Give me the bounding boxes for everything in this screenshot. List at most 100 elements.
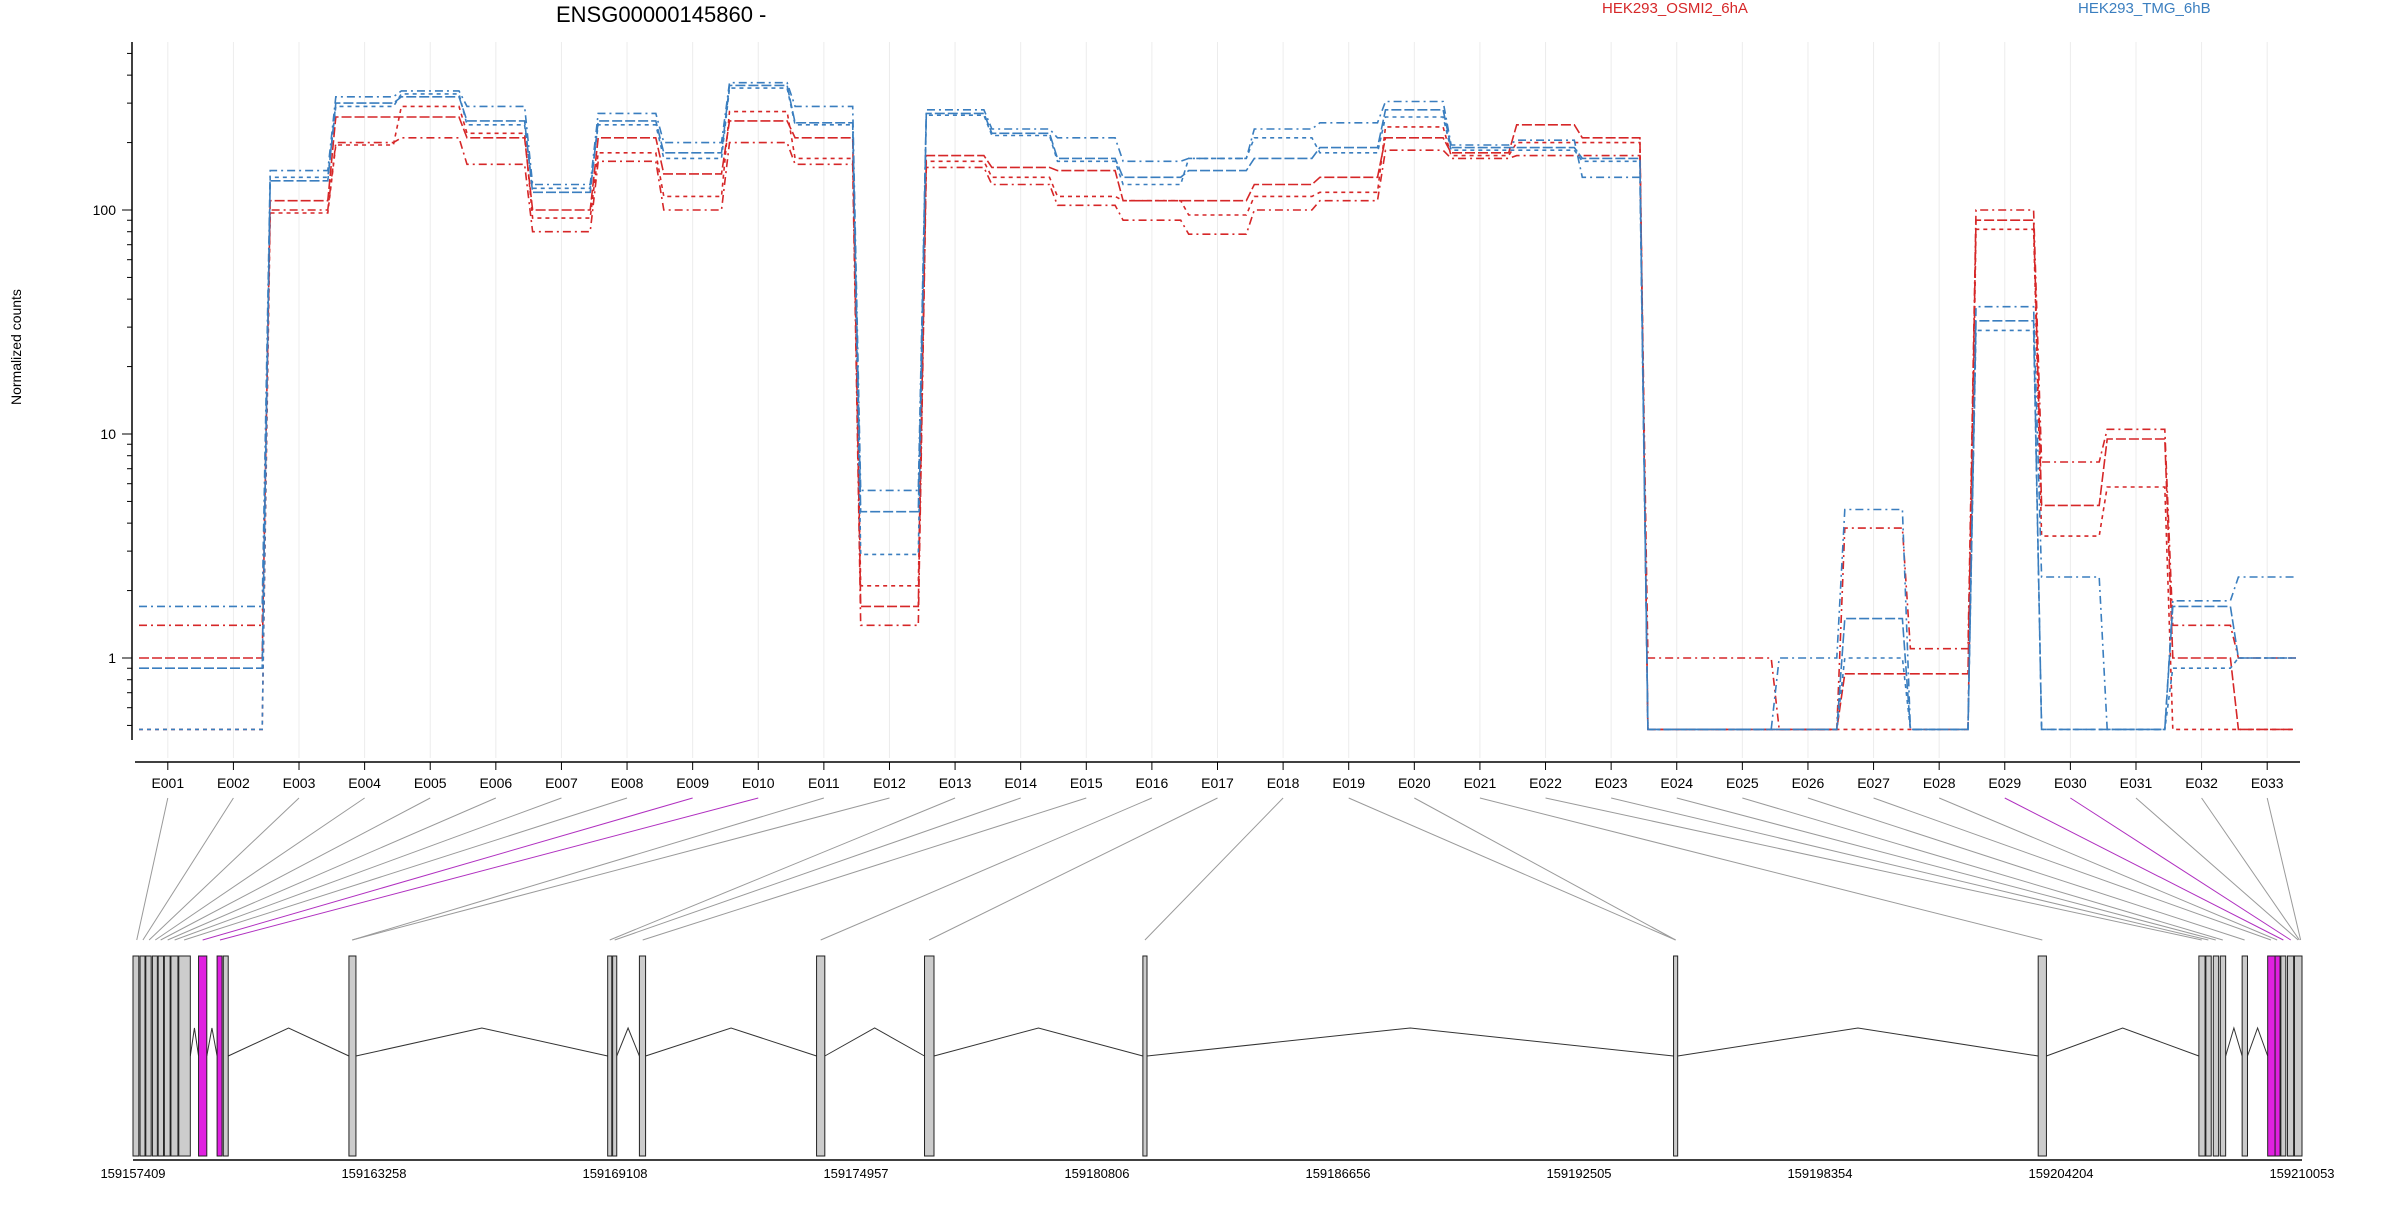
intron-E012 xyxy=(355,1027,608,1057)
exon-E028 xyxy=(2280,955,2287,1157)
connector-E008 xyxy=(183,797,628,941)
exon-E030 xyxy=(2293,955,2303,1157)
x-tick-label-E012: E012 xyxy=(873,775,906,791)
exon-E012 xyxy=(348,955,357,1157)
exon-E016 xyxy=(816,955,826,1157)
genomic-tick-label: 159210053 xyxy=(2269,1166,2334,1181)
exon-E004 xyxy=(151,955,158,1157)
exon-E029 xyxy=(2286,955,2295,1157)
x-tick-label-E017: E017 xyxy=(1201,775,1234,791)
x-tick-label-E027: E027 xyxy=(1857,775,1890,791)
x-tick-label-E001: E001 xyxy=(151,775,184,791)
exon-E019 xyxy=(1673,955,1679,1157)
x-tick-label-E010: E010 xyxy=(742,775,775,791)
exon-E027 xyxy=(2274,955,2281,1157)
exon-E024 xyxy=(2219,955,2227,1157)
intron-E025 xyxy=(2247,1026,2269,1057)
connector-E004 xyxy=(155,797,365,941)
x-tick-label-E024: E024 xyxy=(1660,775,1693,791)
genomic-tick-label: 159157409 xyxy=(100,1166,165,1181)
connector-E021 xyxy=(1479,797,2043,941)
intron-E014 xyxy=(616,1026,640,1057)
connector-E006 xyxy=(167,797,497,941)
connector-E026 xyxy=(1807,797,2245,941)
x-tick-label-E013: E013 xyxy=(939,775,972,791)
connector-E007 xyxy=(174,797,562,941)
x-tick-label-E025: E025 xyxy=(1726,775,1759,791)
x-tick-label-E033: E033 xyxy=(2251,775,2284,791)
x-tick-label-E005: E005 xyxy=(414,775,447,791)
series-line-HEK293_OSMI2_6hA-0 xyxy=(139,137,2296,731)
genomic-tick-label: 159186656 xyxy=(1305,1166,1370,1181)
x-tick-label-E016: E016 xyxy=(1136,775,1169,791)
connector-E031 xyxy=(2135,797,2299,941)
intron-E015 xyxy=(645,1027,817,1057)
x-tick-label-E026: E026 xyxy=(1792,775,1825,791)
exon-E013 xyxy=(607,955,613,1157)
chart-title: ENSG00000145860 - xyxy=(556,2,767,27)
x-tick-label-E004: E004 xyxy=(348,775,381,791)
connector-E010 xyxy=(219,797,759,941)
connector-E023 xyxy=(1611,797,2209,941)
intron-E008 xyxy=(189,1027,200,1057)
x-tick-label-E003: E003 xyxy=(283,775,316,791)
connector-E009 xyxy=(202,797,693,941)
connector-E012 xyxy=(352,797,890,941)
connector-E022 xyxy=(1545,797,2202,941)
x-tick-label-E019: E019 xyxy=(1332,775,1365,791)
exon-E018 xyxy=(1142,955,1148,1157)
genomic-tick-label: 159174957 xyxy=(823,1166,888,1181)
exon-E008 xyxy=(178,955,191,1157)
x-tick-label-E015: E015 xyxy=(1070,775,1103,791)
connector-E024 xyxy=(1676,797,2216,941)
genomic-tick-label: 159204204 xyxy=(2028,1166,2093,1181)
connector-E019 xyxy=(1348,797,1676,941)
connector-E005 xyxy=(160,797,431,941)
legend-tmg: HEK293_TMG_6hB xyxy=(2078,0,2211,17)
connector-E001 xyxy=(136,797,169,941)
intron-E019 xyxy=(1677,1027,2039,1057)
legend-osmi2: HEK293_OSMI2_6hA xyxy=(1602,0,1748,17)
connector-E033 xyxy=(2266,797,2302,941)
connector-E011 xyxy=(352,797,825,941)
exon-E020 xyxy=(2037,955,2047,1157)
genomic-tick-label: 159163258 xyxy=(341,1166,406,1181)
intron-E009 xyxy=(206,1027,218,1057)
x-tick-label-E020: E020 xyxy=(1398,775,1431,791)
exon-E010 xyxy=(216,955,223,1157)
x-tick-label-E031: E031 xyxy=(2120,775,2153,791)
connector-E028 xyxy=(1938,797,2278,941)
exon-E014 xyxy=(612,955,618,1157)
connector-E030 xyxy=(2070,797,2292,941)
x-tick-label-E002: E002 xyxy=(217,775,250,791)
x-tick-label-E023: E023 xyxy=(1595,775,1628,791)
y-axis-label: Normalized counts xyxy=(8,289,24,405)
connector-E014 xyxy=(614,797,1021,941)
exon-E005 xyxy=(157,955,165,1157)
y-tick-label: 10 xyxy=(100,426,116,442)
connector-E015 xyxy=(642,797,1087,941)
genomic-tick-label: 159192505 xyxy=(1546,1166,1611,1181)
genomic-tick-label: 159180806 xyxy=(1064,1166,1129,1181)
series-line-HEK293_TMG_6hB-4 xyxy=(139,84,2296,731)
connector-E027 xyxy=(1873,797,2272,941)
exon-E006 xyxy=(163,955,171,1157)
intron-E017 xyxy=(933,1027,1144,1057)
intron-E024 xyxy=(2225,1026,2243,1057)
x-tick-label-E028: E028 xyxy=(1923,775,1956,791)
connector-E032 xyxy=(2201,797,2300,941)
x-tick-label-E006: E006 xyxy=(479,775,512,791)
exon-E021 xyxy=(2198,955,2206,1157)
genomic-tick-label: 159198354 xyxy=(1787,1166,1852,1181)
x-tick-label-E030: E030 xyxy=(2054,775,2087,791)
connector-E025 xyxy=(1742,797,2223,941)
y-tick-label: 1 xyxy=(108,650,116,666)
x-tick-label-E021: E021 xyxy=(1464,775,1497,791)
intron-E020 xyxy=(2046,1027,2200,1057)
connector-E018 xyxy=(1144,797,1284,941)
exon-E001 xyxy=(132,955,140,1157)
x-tick-label-E018: E018 xyxy=(1267,775,1300,791)
x-tick-label-E029: E029 xyxy=(1988,775,2021,791)
